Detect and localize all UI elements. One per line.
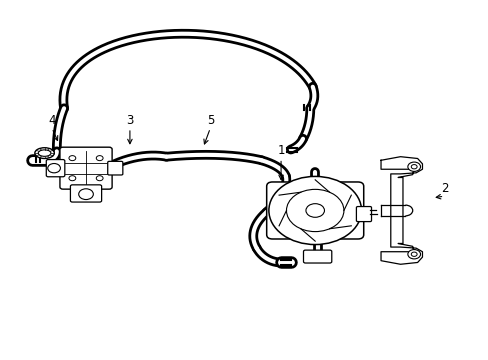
Circle shape [48,163,61,173]
Ellipse shape [35,148,54,158]
FancyBboxPatch shape [356,207,371,222]
FancyBboxPatch shape [303,250,331,263]
Text: 3: 3 [126,114,133,127]
Circle shape [407,162,420,171]
Circle shape [268,176,361,244]
FancyBboxPatch shape [107,161,122,175]
Circle shape [69,156,76,161]
Text: 1: 1 [277,144,284,157]
Text: 5: 5 [206,114,214,127]
Polygon shape [380,157,422,264]
Text: 4: 4 [48,114,56,127]
Circle shape [69,176,76,181]
FancyBboxPatch shape [46,159,65,177]
Circle shape [96,176,103,181]
FancyBboxPatch shape [266,182,363,239]
Circle shape [407,249,420,259]
Text: 2: 2 [440,182,447,195]
Circle shape [410,165,416,169]
Circle shape [305,204,324,217]
Circle shape [286,189,343,231]
Circle shape [96,156,103,161]
FancyBboxPatch shape [60,147,112,189]
Ellipse shape [38,150,51,156]
Circle shape [410,252,416,256]
Circle shape [79,189,93,199]
FancyBboxPatch shape [70,185,102,202]
